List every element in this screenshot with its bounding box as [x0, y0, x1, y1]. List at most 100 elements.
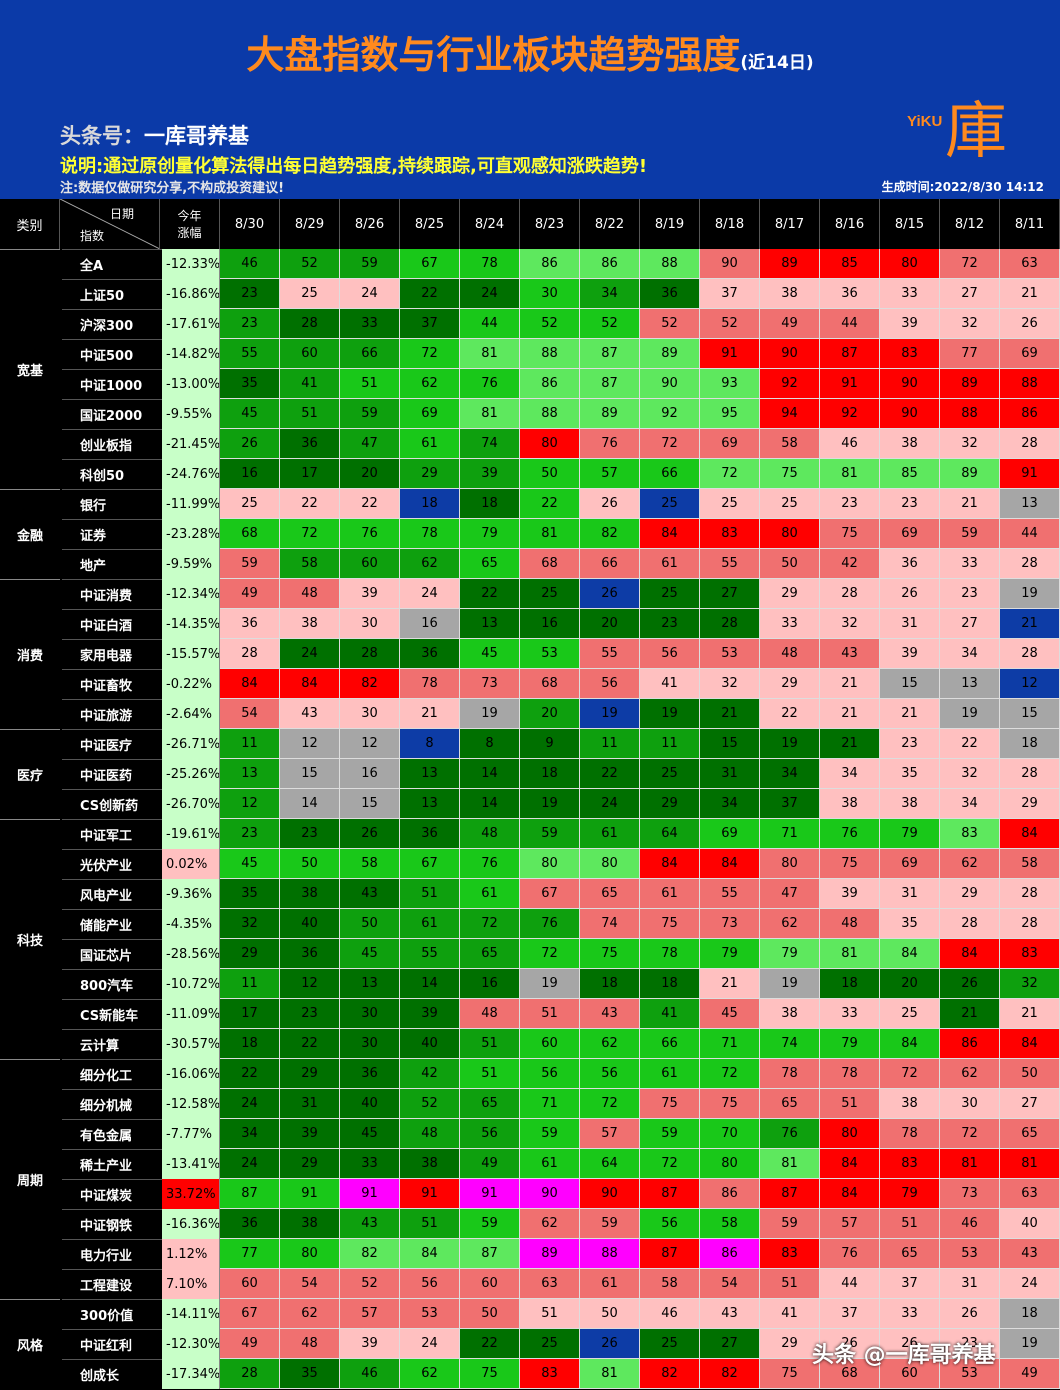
heat-cell: 36 — [220, 609, 280, 639]
heat-cell: 9 — [520, 729, 580, 759]
heat-cell: 81 — [760, 1149, 820, 1179]
heat-cell: 74 — [460, 429, 520, 459]
heat-cell: 19 — [1000, 1329, 1060, 1359]
heat-cell: 20 — [580, 609, 640, 639]
heat-cell: 48 — [760, 639, 820, 669]
heat-cell: 24 — [400, 579, 460, 609]
ytd-change: -14.11% — [162, 1299, 220, 1329]
ytd-change: -14.35% — [162, 609, 220, 639]
heat-cell: 79 — [460, 519, 520, 549]
heat-cell: 26 — [220, 429, 280, 459]
heat-cell: 81 — [460, 339, 520, 369]
heat-cell: 90 — [580, 1179, 640, 1209]
heat-cell: 83 — [760, 1239, 820, 1269]
heat-cell: 65 — [460, 549, 520, 579]
heat-cell: 60 — [880, 1359, 940, 1389]
heat-cell: 21 — [820, 699, 880, 729]
heat-cell: 51 — [520, 1299, 580, 1329]
heat-cell: 84 — [940, 939, 1000, 969]
heat-cell: 25 — [640, 759, 700, 789]
heat-cell: 26 — [820, 1329, 880, 1359]
header-date-label: 日期 — [110, 207, 135, 221]
heat-cell: 31 — [940, 1269, 1000, 1299]
heat-cell: 89 — [760, 249, 820, 279]
heat-cell: 59 — [580, 1209, 640, 1239]
heat-cell: 29 — [640, 789, 700, 819]
heat-cell: 39 — [820, 879, 880, 909]
heat-cell: 51 — [280, 399, 340, 429]
index-name: 地产 — [62, 549, 162, 579]
ytd-change: -2.64% — [162, 699, 220, 729]
heat-cell: 26 — [880, 579, 940, 609]
heat-cell: 55 — [700, 879, 760, 909]
heat-cell: 86 — [940, 1029, 1000, 1059]
heat-cell: 92 — [820, 399, 880, 429]
heat-cell: 52 — [520, 309, 580, 339]
heat-cell: 13 — [460, 609, 520, 639]
svg-text:庫: 庫 — [945, 94, 1007, 160]
heat-cell: 8 — [400, 729, 460, 759]
index-name: 证券 — [62, 519, 162, 549]
heat-cell: 28 — [220, 1359, 280, 1389]
title-main: 大盘指数与行业板块趋势强度 — [246, 33, 741, 77]
watermark: 头条 @一库哥养基 — [812, 1343, 996, 1368]
heat-cell: 75 — [700, 1089, 760, 1119]
heat-cell: 87 — [640, 1179, 700, 1209]
heat-cell: 53 — [940, 1239, 1000, 1269]
heat-cell: 32 — [700, 669, 760, 699]
heat-cell: 44 — [1000, 519, 1060, 549]
category-label: 宽基 — [0, 249, 60, 489]
heat-cell: 83 — [1000, 939, 1060, 969]
heat-cell: 83 — [940, 819, 1000, 849]
heat-cell: 83 — [700, 519, 760, 549]
ytd-change: -17.61% — [162, 309, 220, 339]
heat-cell: 75 — [640, 1089, 700, 1119]
heat-cell: 48 — [280, 579, 340, 609]
heat-cell: 53 — [700, 639, 760, 669]
header-date: 8/11 — [1000, 199, 1060, 249]
heat-cell: 24 — [280, 639, 340, 669]
heat-cell: 84 — [820, 1179, 880, 1209]
heat-cell: 84 — [1000, 1029, 1060, 1059]
heat-cell: 40 — [400, 1029, 460, 1059]
ytd-change: 1.12% — [162, 1239, 220, 1269]
heat-cell: 41 — [640, 669, 700, 699]
heat-cell: 46 — [940, 1209, 1000, 1239]
heat-cell: 35 — [880, 909, 940, 939]
heat-cell: 18 — [520, 759, 580, 789]
heat-cell: 16 — [520, 609, 580, 639]
heat-cell: 72 — [940, 249, 1000, 279]
heat-cell: 67 — [520, 879, 580, 909]
heat-cell: 65 — [1000, 1119, 1060, 1149]
heat-cell: 90 — [700, 249, 760, 279]
index-name: CS新能车 — [62, 999, 162, 1029]
heat-cell: 54 — [700, 1269, 760, 1299]
heat-cell: 86 — [520, 249, 580, 279]
svg-text:YiKU: YiKU — [907, 113, 942, 130]
heat-cell: 83 — [880, 339, 940, 369]
heat-cell: 21 — [400, 699, 460, 729]
heat-cell: 23 — [880, 729, 940, 759]
heat-cell: 11 — [640, 729, 700, 759]
heat-cell: 84 — [280, 669, 340, 699]
heat-cell: 78 — [460, 249, 520, 279]
heat-cell: 39 — [880, 309, 940, 339]
ytd-change: -4.35% — [162, 909, 220, 939]
heat-cell: 21 — [880, 699, 940, 729]
heat-cell: 61 — [400, 429, 460, 459]
ytd-change: -21.45% — [162, 429, 220, 459]
heat-cell: 43 — [280, 699, 340, 729]
heat-cell: 94 — [760, 399, 820, 429]
heat-cell: 19 — [460, 699, 520, 729]
heat-cell: 51 — [340, 369, 400, 399]
heat-cell: 26 — [580, 579, 640, 609]
heat-cell: 30 — [340, 609, 400, 639]
index-name: 中证红利 — [62, 1329, 162, 1359]
heat-cell: 16 — [220, 459, 280, 489]
heat-cell: 75 — [460, 1359, 520, 1389]
index-name: 中证医药 — [62, 759, 162, 789]
heat-cell: 65 — [460, 1089, 520, 1119]
heat-cell: 24 — [400, 1329, 460, 1359]
heat-cell: 29 — [220, 939, 280, 969]
heat-cell: 42 — [820, 549, 880, 579]
